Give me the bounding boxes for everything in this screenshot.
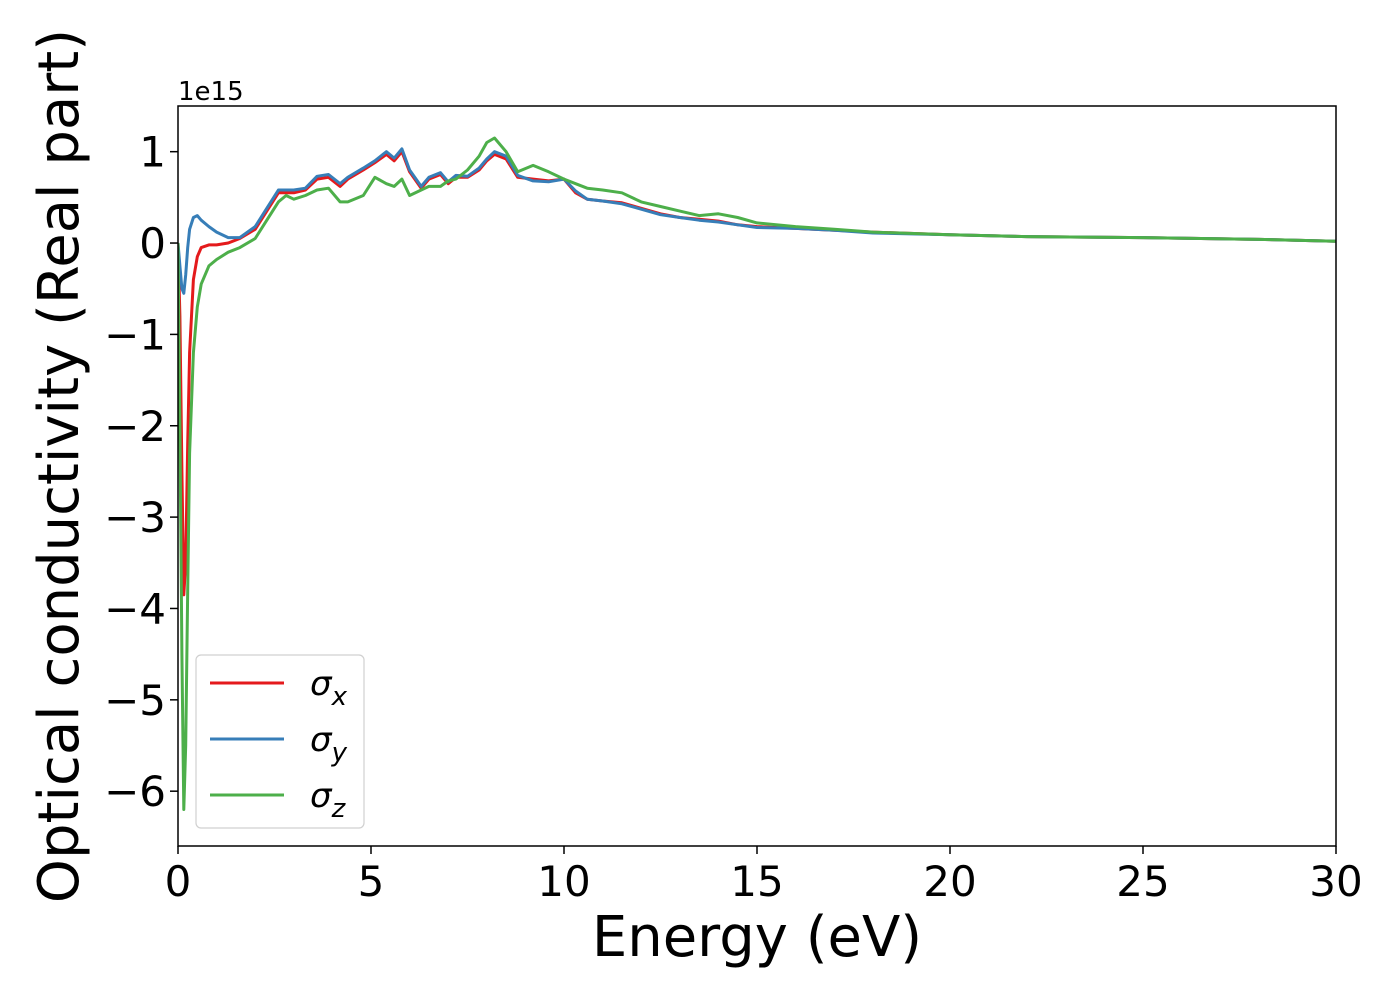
y-tick-label: −6 [104, 767, 166, 816]
legend-label-z: σz [310, 776, 347, 824]
y-tick-label: −1 [104, 310, 166, 359]
series-line-z [178, 136, 1336, 811]
y-axis: −6 −5 −4 −3 −2 −1 0 1 [104, 128, 178, 816]
x-axis-label: Energy (eV) [592, 905, 922, 970]
x-tick-label: 20 [923, 857, 976, 906]
series-layer [178, 136, 1336, 811]
y-tick-label: −5 [104, 676, 166, 725]
y-tick-label: 0 [139, 219, 166, 268]
y-offset-label: 1e15 [178, 77, 244, 107]
legend: σx σy σz [195, 654, 365, 829]
y-axis-label: Optical conductivity (Real part) [27, 29, 92, 903]
y-tick-label: −2 [104, 402, 166, 451]
y-tick-label: −4 [104, 584, 166, 633]
series-line-y [178, 147, 1336, 295]
legend-box [195, 654, 365, 829]
y-tick-label: 1 [139, 128, 166, 177]
x-axis: 0 5 10 15 20 25 30 [165, 846, 1363, 906]
x-tick-label: 10 [537, 857, 590, 906]
series-line-x [178, 150, 1336, 597]
x-tick-label: 15 [730, 857, 783, 906]
x-tick-label: 5 [358, 857, 385, 906]
x-tick-label: 0 [165, 857, 192, 906]
x-tick-label: 30 [1309, 857, 1362, 906]
legend-label-x: σx [310, 664, 348, 712]
y-tick-label: −3 [104, 493, 166, 542]
legend-label-y: σy [310, 720, 348, 768]
x-tick-label: 25 [1116, 857, 1169, 906]
